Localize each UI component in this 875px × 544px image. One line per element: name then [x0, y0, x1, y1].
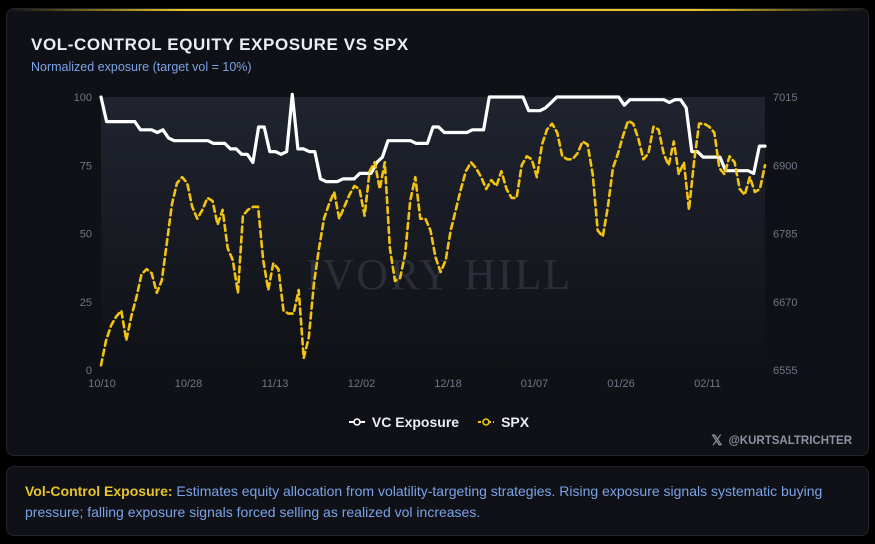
x-logo-icon: 𝕏	[711, 432, 723, 448]
legend-item-spx[interactable]: SPX	[477, 414, 529, 430]
y-right-tick-label: 6785	[773, 229, 797, 241]
y-right-tick-label: 6670	[773, 297, 797, 309]
y-left-tick-label: 75	[80, 160, 92, 172]
credit: 𝕏 @KURTSALTRICHTER	[711, 432, 852, 449]
y-left-tick-label: 0	[86, 365, 92, 377]
x-tick-label: 02/11	[694, 378, 721, 390]
credit-handle: @KURTSALTRICHTER	[728, 434, 852, 447]
y-left-tick-label: 50	[80, 229, 92, 241]
y-right-tick-label: 6900	[773, 160, 797, 172]
watermark-text: IVORY HILL	[306, 250, 572, 299]
y-left-tick-label: 100	[74, 92, 92, 104]
y-right-tick-label: 7015	[773, 92, 797, 104]
x-tick-label: 01/07	[521, 378, 549, 390]
legend-label-spx: SPX	[501, 414, 530, 430]
note-label: Vol-Control Exposure:	[25, 483, 173, 499]
vc-exposure-line	[99, 92, 767, 184]
chart-subtitle: Normalized exposure (target vol = 10%)	[31, 60, 252, 74]
chart-legend: VC Exposure SPX	[7, 414, 868, 430]
explanation-note: Vol-Control Exposure: Estimates equity a…	[6, 466, 869, 536]
x-tick-label: 10/28	[175, 378, 203, 390]
note-text: Estimates equity allocation from volatil…	[25, 483, 823, 520]
chart-plot: IVORY HILL 0 25 50 75 100 6555 6670 6785 6900 70…	[74, 92, 798, 390]
y-right-tick-label: 6555	[773, 365, 797, 377]
legend-marker-spx	[478, 418, 495, 426]
chart-card: VOL-CONTROL EQUITY EXPOSURE VS SPX Norma…	[6, 8, 869, 456]
chart-title: VOL-CONTROL EQUITY EXPOSURE VS SPX	[31, 35, 409, 54]
y-left-tick-label: 25	[80, 297, 92, 309]
x-tick-label: 12/02	[348, 378, 376, 390]
legend-item-exposure[interactable]: VC Exposure	[348, 414, 459, 430]
x-tick-label: 12/18	[434, 378, 462, 390]
spx-line	[99, 119, 767, 367]
legend-label-exposure: VC Exposure	[371, 414, 460, 430]
x-tick-label: 01/26	[607, 378, 635, 390]
x-tick-label: 10/10	[88, 378, 116, 390]
card-accent-line	[7, 9, 868, 11]
plot-area	[101, 97, 765, 370]
legend-marker-exposure	[348, 418, 365, 426]
x-tick-label: 11/13	[262, 378, 289, 390]
